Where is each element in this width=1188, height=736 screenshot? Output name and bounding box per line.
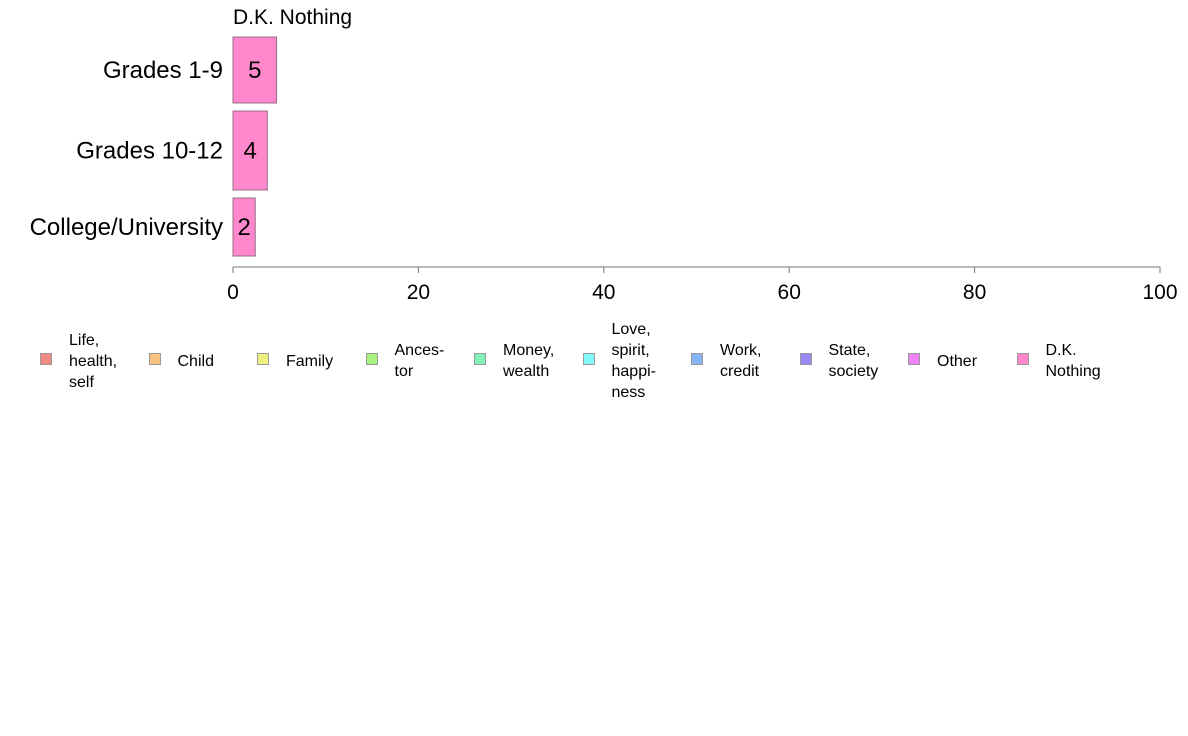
x-axis: 0 20 40 60 80 100 xyxy=(227,266,1178,304)
legend-swatch xyxy=(40,353,52,365)
x-tick-label: 60 xyxy=(778,281,801,304)
legend-swatch xyxy=(257,353,269,365)
legend-label: Child xyxy=(177,352,214,370)
chart: D.K. Nothing Grades 1-9 5 Grades 10-12 4 Col… xyxy=(30,6,1178,304)
x-tick-label: 40 xyxy=(592,281,615,304)
legend-label: Ances- tor xyxy=(394,342,445,380)
legend-swatch xyxy=(908,353,920,365)
legend-label: Family xyxy=(286,352,334,370)
legend-swatch xyxy=(1016,353,1029,365)
category-label: Grades 10-12 xyxy=(76,138,223,165)
legend-label: State, society xyxy=(828,342,879,380)
category-label: Grades 1-9 xyxy=(103,57,223,84)
legend-swatch xyxy=(148,353,161,365)
legend-swatch xyxy=(691,353,703,365)
category-label: College/University xyxy=(30,214,223,241)
bar-value-label: 5 xyxy=(248,57,261,84)
panel-title: D.K. Nothing xyxy=(233,6,352,29)
legend-label: D.K. Nothing xyxy=(1045,342,1101,380)
bar-value-label: 4 xyxy=(243,138,256,165)
legend-swatch xyxy=(582,353,595,365)
bar xyxy=(232,110,268,191)
legend-label: Work, credit xyxy=(720,342,762,380)
bar xyxy=(232,197,256,257)
legend-label: Life, health, self xyxy=(69,331,118,391)
bar xyxy=(232,36,278,104)
x-tick-label: 0 xyxy=(227,281,239,304)
bar-value-label: 2 xyxy=(237,214,250,241)
legend-swatch xyxy=(799,353,812,365)
legend-swatch xyxy=(474,353,486,365)
legend-label: Money, wealth xyxy=(503,342,555,380)
bars-layer: Grades 1-9 5 Grades 10-12 4 College/Universi… xyxy=(30,36,278,257)
legend-label: Other xyxy=(937,352,978,370)
x-tick-label: 100 xyxy=(1142,281,1177,304)
legend-swatch xyxy=(365,353,378,365)
x-tick-label: 80 xyxy=(963,281,986,304)
legend: Life, health, self Child Family Ances- tor M… xyxy=(0,316,1188,406)
legend-label: Love, spirit, happi- ness xyxy=(611,321,656,401)
x-tick-label: 20 xyxy=(407,281,430,304)
